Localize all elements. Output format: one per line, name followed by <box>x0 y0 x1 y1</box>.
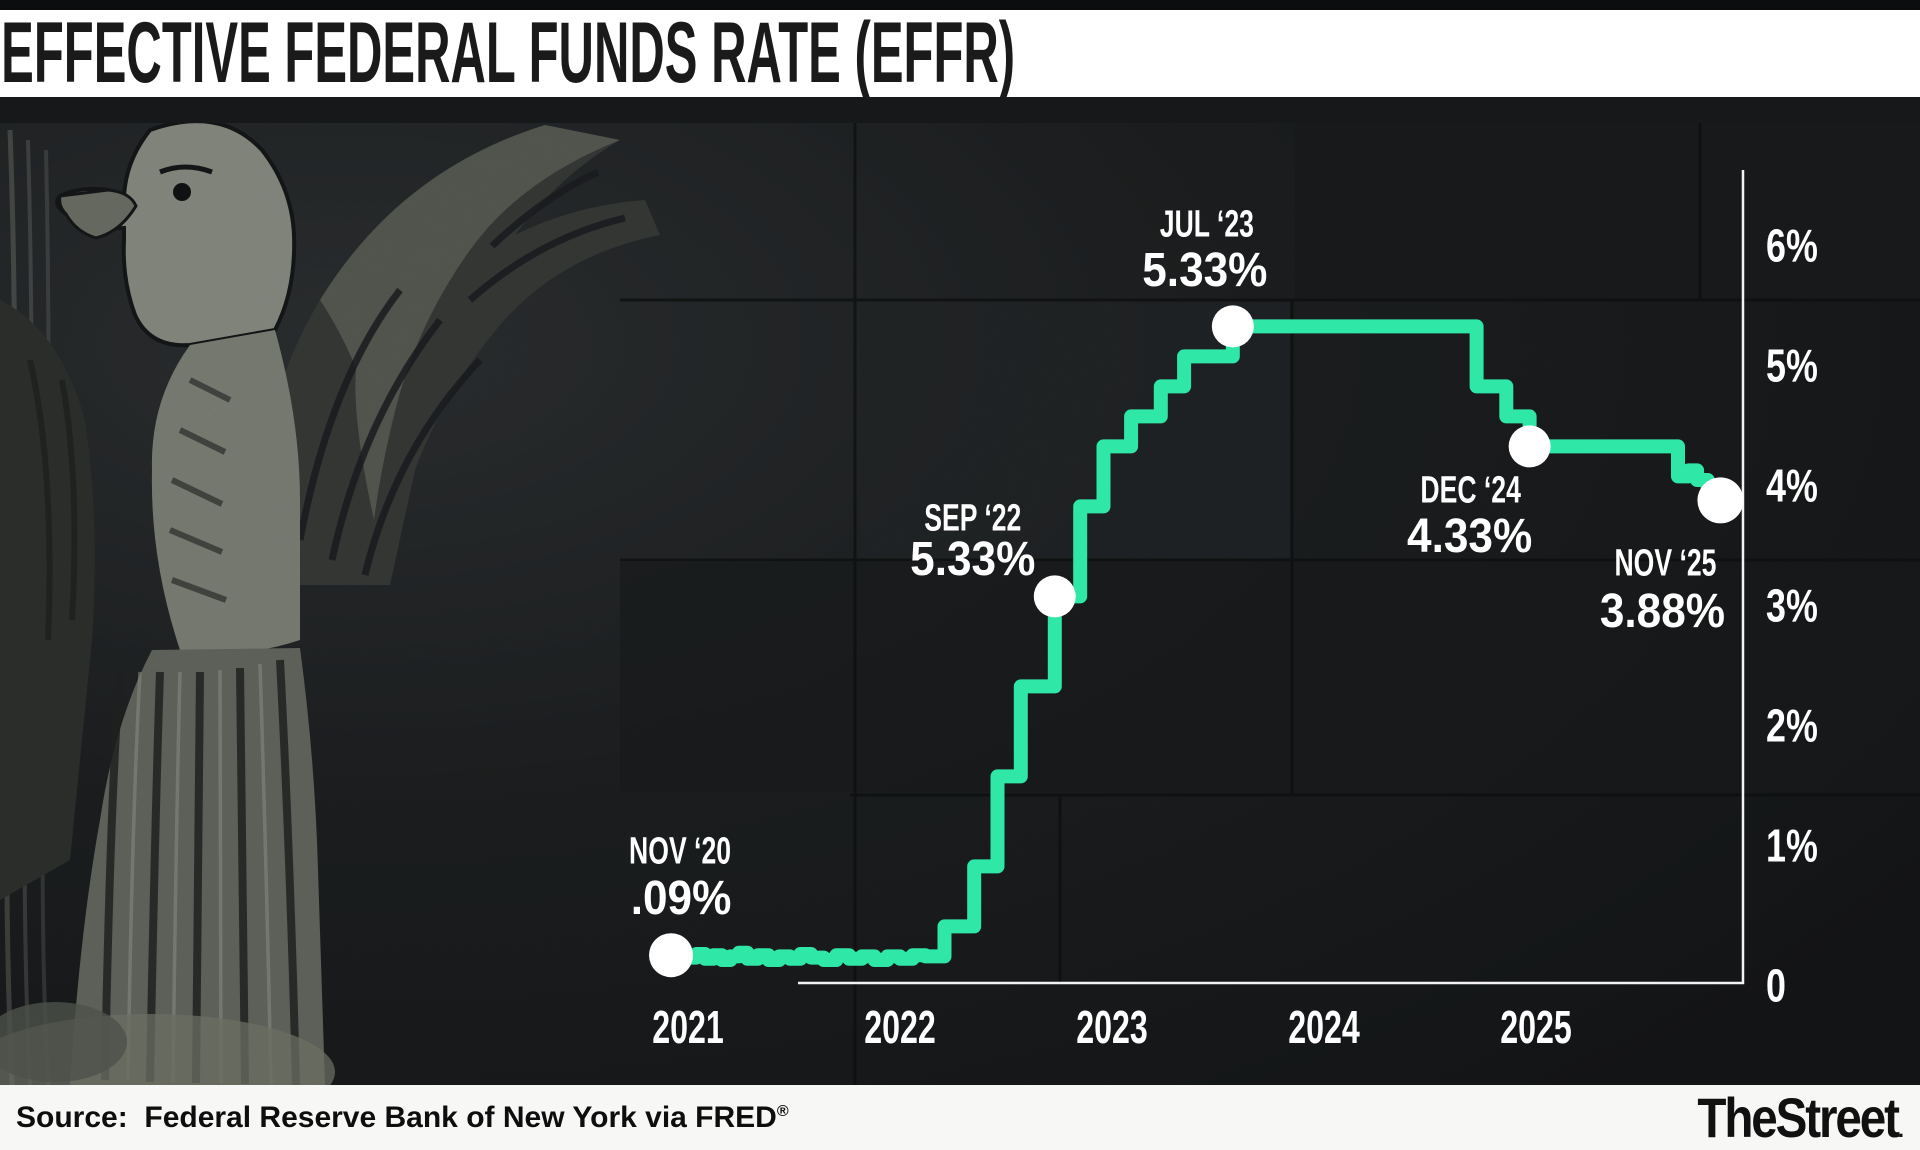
source-attribution: Source: Federal Reserve Bank of New York… <box>16 1101 789 1135</box>
footer-bar: Source: Federal Reserve Bank of New York… <box>0 1085 1920 1150</box>
page-title: EFFECTIVE FEDERAL FUNDS RATE (EFFR) <box>1 10 1016 97</box>
title-band: EFFECTIVE FEDERAL FUNDS RATE (EFFR) <box>0 10 1920 97</box>
thestreet-wordmark: TheStreet <box>1697 1086 1900 1149</box>
thestreet-logo-period: . <box>1897 1117 1904 1142</box>
photo-top-divider <box>0 97 1920 123</box>
top-border-bar <box>0 0 1920 10</box>
thestreet-logo: TheStreet. <box>1662 1085 1904 1150</box>
registered-mark: ® <box>776 1102 789 1120</box>
source-text: Source: Federal Reserve Bank of New York… <box>16 1100 777 1134</box>
